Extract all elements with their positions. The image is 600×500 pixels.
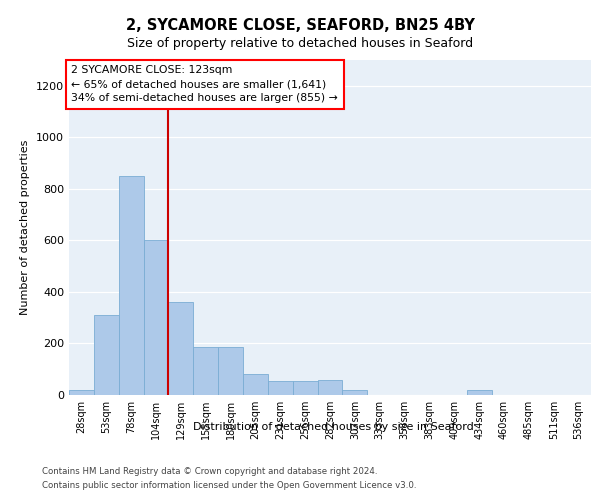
Bar (69, 390, 94, 395)
Bar (293, 381, 317, 395)
Text: 2, SYCAMORE CLOSE, SEAFORD, BN25 4BY: 2, SYCAMORE CLOSE, SEAFORD, BN25 4BY (125, 18, 475, 32)
Y-axis label: Number of detached properties: Number of detached properties (20, 140, 31, 315)
Text: Size of property relative to detached houses in Seaford: Size of property relative to detached ho… (127, 38, 473, 51)
Bar (243, 374, 268, 395)
Text: Contains public sector information licensed under the Open Government Licence v3: Contains public sector information licen… (42, 481, 416, 490)
Text: Distribution of detached houses by size in Seaford: Distribution of detached houses by size … (193, 422, 473, 432)
Bar (343, 390, 367, 395)
Bar (193, 348, 218, 395)
Bar (268, 381, 293, 395)
Text: Contains HM Land Registry data © Crown copyright and database right 2024.: Contains HM Land Registry data © Crown c… (42, 468, 377, 476)
Bar (317, 380, 343, 395)
Bar (119, 176, 143, 395)
Bar (467, 390, 491, 395)
Bar (218, 348, 243, 395)
Text: 2 SYCAMORE CLOSE: 123sqm
← 65% of detached houses are smaller (1,641)
34% of sem: 2 SYCAMORE CLOSE: 123sqm ← 65% of detach… (71, 65, 338, 103)
Bar (94, 315, 119, 395)
Bar (143, 240, 169, 395)
Bar (169, 302, 193, 395)
